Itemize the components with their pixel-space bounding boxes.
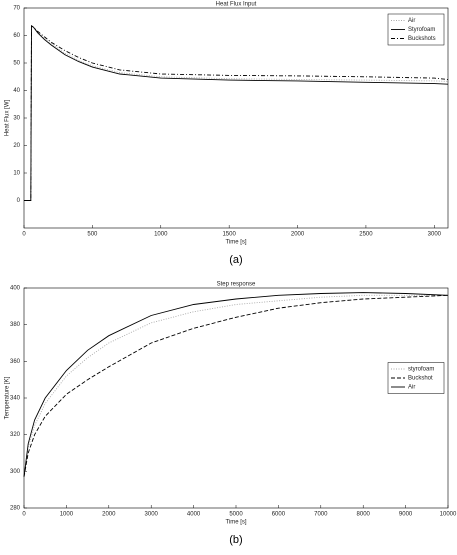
y-tick-label: 60	[13, 33, 20, 39]
x-axis-label: Time [s]	[225, 240, 246, 246]
legend-label: Air	[408, 385, 415, 391]
x-tick-label: 4000	[187, 512, 201, 518]
series-line	[23, 294, 448, 477]
x-tick-label: 3000	[145, 512, 159, 518]
x-tick-label: 2000	[291, 232, 305, 238]
x-tick-label: 500	[87, 232, 98, 238]
x-tick-label: 0	[22, 232, 26, 238]
caption: (a)	[229, 254, 242, 266]
y-tick-label: 400	[10, 286, 21, 292]
x-tick-label: 1500	[222, 232, 236, 238]
x-tick-label: 1000	[60, 512, 74, 518]
x-tick-label: 2500	[359, 232, 373, 238]
y-tick-label: 20	[13, 143, 20, 149]
y-tick-label: 340	[10, 396, 21, 402]
x-tick-label: 3000	[428, 232, 442, 238]
series-line	[24, 25, 449, 201]
y-axis-label: Heat Flux [W]	[5, 99, 11, 136]
legend-label: Buckshot	[408, 376, 433, 382]
x-tick-label: 5000	[229, 512, 243, 518]
y-tick-label: 30	[13, 116, 20, 122]
series-line	[23, 294, 449, 477]
plot-area	[23, 7, 449, 229]
chart-title: Step response	[217, 282, 256, 288]
y-tick-label: 380	[10, 322, 21, 328]
x-axis-label: Time [s]	[225, 520, 246, 526]
y-tick-label: 300	[10, 469, 21, 475]
x-tick-label: 6000	[272, 512, 286, 518]
x-tick-label: 8000	[357, 512, 371, 518]
plot-area	[23, 287, 449, 509]
x-tick-label: 1000	[154, 232, 168, 238]
caption: (b)	[229, 534, 242, 546]
series-line	[23, 292, 449, 477]
x-tick-label: 7000	[314, 512, 328, 518]
legend-label: Air	[408, 18, 415, 24]
legend-label: Buckshots	[408, 36, 436, 42]
x-tick-label: 2000	[102, 512, 116, 518]
y-axis-label: Temperature [K]	[5, 376, 11, 419]
y-tick-label: 70	[13, 6, 20, 12]
y-tick-label: 320	[10, 432, 21, 438]
chart-title: Heat Flux Input	[216, 2, 257, 8]
y-tick-label: 280	[10, 506, 21, 512]
y-tick-label: 0	[17, 198, 21, 204]
x-tick-label: 0	[22, 512, 26, 518]
legend-label: Styrofoam	[408, 27, 435, 33]
y-tick-label: 360	[10, 359, 21, 365]
x-tick-label: 10000	[440, 512, 457, 518]
legend-label: styrofoam	[408, 367, 434, 373]
y-tick-label: 40	[13, 88, 20, 94]
x-tick-label: 9000	[399, 512, 413, 518]
y-tick-label: 10	[13, 171, 20, 177]
y-tick-label: 50	[13, 61, 20, 67]
